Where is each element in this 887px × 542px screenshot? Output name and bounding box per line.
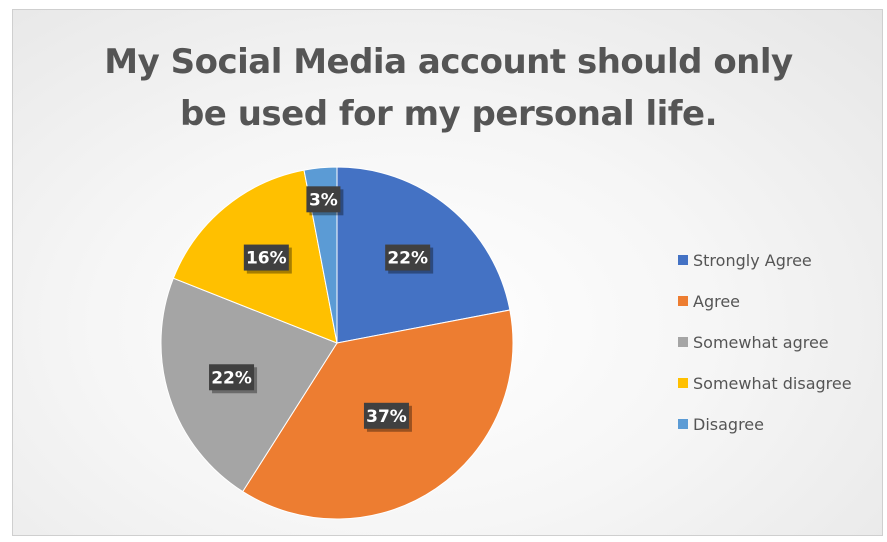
data-label-box — [243, 244, 289, 271]
legend-label: Disagree — [693, 414, 764, 434]
chart-title: My Social Media account should only be u… — [13, 36, 884, 140]
legend-swatch — [678, 419, 688, 429]
data-label-text: 22% — [387, 249, 428, 269]
chart-title-line-2: be used for my personal life. — [179, 94, 718, 134]
data-label-box — [209, 364, 255, 391]
data-label-box — [363, 402, 409, 429]
legend-label: Strongly Agree — [693, 250, 812, 270]
data-label-somewhat-agree: 22% — [209, 364, 258, 394]
legend-item-agree[interactable]: Agree — [678, 291, 852, 311]
legend: Strongly Agree Agree Somewhat agree Some… — [678, 250, 852, 455]
data-label-strongly-agree: 22% — [385, 244, 434, 274]
legend-item-somewhat-agree[interactable]: Somewhat agree — [678, 332, 852, 352]
legend-label: Agree — [693, 291, 741, 311]
legend-swatch — [678, 378, 688, 388]
data-label-disagree: 3% — [306, 186, 344, 216]
legend-label: Somewhat agree — [693, 332, 829, 352]
legend-swatch — [678, 296, 688, 306]
data-label-text: 22% — [211, 368, 252, 388]
data-label-box — [306, 186, 341, 213]
legend-swatch — [678, 255, 688, 265]
data-label-text: 16% — [246, 249, 287, 269]
chart-area: My Social Media account should only be u… — [12, 9, 883, 536]
legend-item-strongly-agree[interactable]: Strongly Agree — [678, 250, 852, 270]
data-label-somewhat-disagree: 16% — [243, 244, 292, 274]
legend-label: Somewhat disagree — [693, 373, 852, 393]
data-label-box — [385, 244, 431, 271]
chart-title-line-1: My Social Media account should only — [104, 42, 793, 82]
legend-item-somewhat-disagree[interactable]: Somewhat disagree — [678, 373, 852, 393]
legend-swatch — [678, 337, 688, 347]
pie-plot: 22% 37% 22% 16% 3% — [160, 166, 514, 520]
data-label-agree: 37% — [363, 402, 412, 432]
legend-item-disagree[interactable]: Disagree — [678, 414, 852, 434]
data-label-text: 37% — [366, 407, 407, 427]
data-label-text: 3% — [309, 190, 338, 210]
